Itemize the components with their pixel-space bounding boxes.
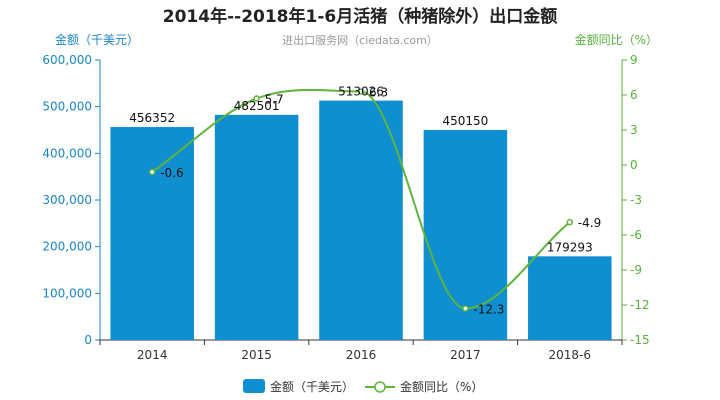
right-axis-label: 金额同比（%） xyxy=(575,32,658,47)
left-tick-label: 400,000 xyxy=(42,146,92,160)
bars xyxy=(110,100,612,341)
left-tick-label: 600,000 xyxy=(42,53,92,67)
x-tick-label: 2016 xyxy=(346,348,377,362)
x-tick-label: 2014 xyxy=(137,348,168,362)
right-tick-label: -9 xyxy=(630,263,642,277)
line-series xyxy=(148,88,574,312)
series-line xyxy=(151,88,571,310)
line-point xyxy=(566,218,574,226)
left-axis-label: 金额（千美元） xyxy=(55,32,139,47)
line-value-label: -0.6 xyxy=(160,166,183,180)
legend-bar-swatch xyxy=(243,379,265,393)
line-point xyxy=(357,88,365,95)
line-point xyxy=(253,95,260,102)
legend-bar-label: 金额（千美元） xyxy=(270,379,354,394)
left-tick-label: 0 xyxy=(84,333,92,347)
line-value-label: -12.3 xyxy=(473,303,504,317)
bar xyxy=(110,127,194,340)
axes: 0 100,000 200,000 300,000 400,000 500,000 600,… xyxy=(42,53,649,362)
bar xyxy=(319,100,403,341)
line-point xyxy=(148,168,156,176)
chart-title: 2014年--2018年1-6月活猪（种猪除外）出口金额 xyxy=(163,6,557,27)
bar-value-label: 179293 xyxy=(547,240,593,254)
line-value-label: 6.3 xyxy=(369,86,388,100)
bar-value-label: 482501 xyxy=(234,99,280,113)
legend-line-marker xyxy=(374,381,386,393)
legend: 金额（千美元） 金额同比（%） xyxy=(243,379,483,394)
bar-value-label: 456352 xyxy=(129,111,175,125)
right-tick-label: 6 xyxy=(630,88,638,102)
x-tick-label: 2017 xyxy=(450,348,481,362)
right-tick-label: -12 xyxy=(630,298,650,312)
right-tick-label: 3 xyxy=(630,123,638,137)
line-value-label: 5.7 xyxy=(265,93,284,107)
x-tick-label: 2015 xyxy=(241,348,272,362)
bar-value-label: 450150 xyxy=(442,114,488,128)
data-labels: 456352 482501 513026 450150 179293 -0.6 5.7 6.3… xyxy=(129,85,601,317)
bar xyxy=(528,256,612,340)
left-tick-label: 200,000 xyxy=(42,240,92,254)
right-tick-label: 0 xyxy=(630,158,638,172)
legend-line-label: 金额同比（%） xyxy=(400,379,483,394)
chart-subtitle: 进出口服务网（ciedata.com） xyxy=(282,33,438,47)
bar xyxy=(423,129,508,340)
right-tick-label: -3 xyxy=(630,193,642,207)
right-tick-label: -6 xyxy=(630,228,642,242)
bar-value-label: 513026 xyxy=(338,85,384,99)
left-tick-label: 300,000 xyxy=(42,193,92,207)
left-tick-label: 100,000 xyxy=(42,286,92,300)
left-tick-label: 500,000 xyxy=(42,100,92,114)
line-point xyxy=(462,305,469,312)
right-tick-label: -15 xyxy=(630,333,650,347)
bar xyxy=(214,114,299,341)
x-tick-label: 2018-6 xyxy=(549,348,592,362)
line-value-label: -4.9 xyxy=(578,216,601,230)
right-tick-label: 9 xyxy=(630,53,638,67)
